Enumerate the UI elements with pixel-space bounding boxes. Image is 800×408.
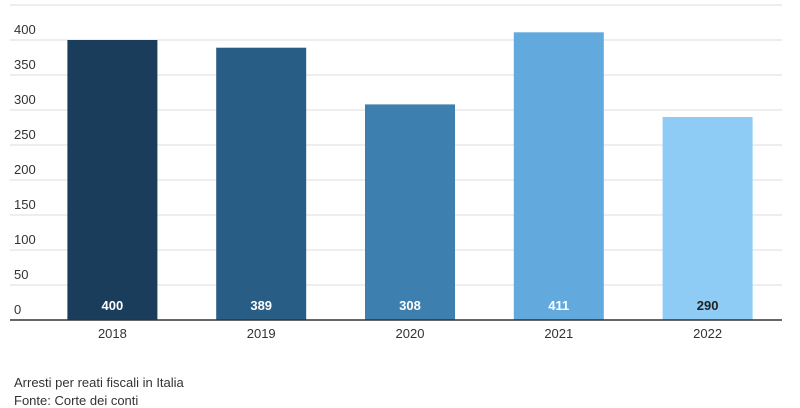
y-tick-label: 150 (14, 197, 36, 212)
chart: 0 50 100 150 200 250 300 350 400 400 2018 389 2019 30… (10, 4, 782, 341)
y-tick-label: 350 (14, 57, 36, 72)
y-tick-label: 250 (14, 127, 36, 142)
value-label: 389 (250, 298, 272, 313)
bar (662, 117, 753, 320)
x-tick-label: 2019 (247, 326, 276, 341)
y-tick-label: 50 (14, 267, 28, 282)
y-tick-label: 300 (14, 92, 36, 107)
x-tick-label: 2022 (693, 326, 722, 341)
x-tick-label: 2021 (544, 326, 573, 341)
caption: Arresti per reati fiscali in Italia (14, 375, 184, 390)
y-tick-label: 0 (14, 302, 21, 317)
x-tick-label: 2020 (396, 326, 425, 341)
source: Fonte: Corte dei conti (14, 393, 139, 408)
value-label: 411 (548, 298, 569, 313)
bar (216, 47, 307, 320)
y-tick-label: 100 (14, 232, 36, 247)
value-label: 400 (102, 298, 124, 313)
y-tick-label: 200 (14, 162, 36, 177)
value-label: 308 (399, 298, 421, 313)
value-label: 290 (697, 298, 719, 313)
bar (513, 32, 604, 321)
bar (365, 104, 455, 321)
x-tick-label: 2018 (98, 326, 127, 341)
bar (67, 40, 158, 320)
y-tick-label: 400 (14, 22, 36, 37)
